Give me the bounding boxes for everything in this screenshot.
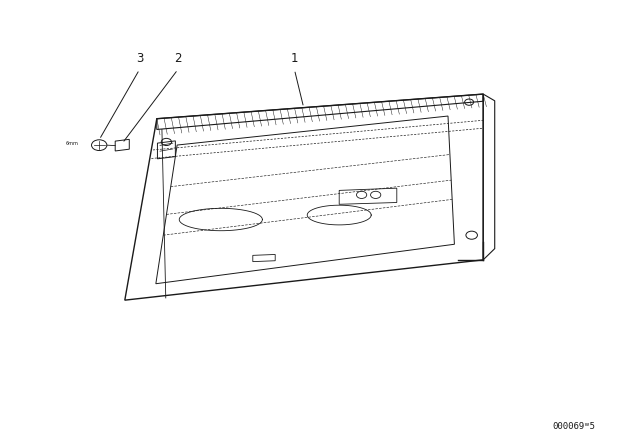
Text: 000069ʷ5: 000069ʷ5 bbox=[552, 422, 595, 431]
Text: 2: 2 bbox=[174, 52, 182, 65]
Text: 6mm: 6mm bbox=[66, 141, 79, 146]
Text: 3: 3 bbox=[136, 52, 143, 65]
Text: 1: 1 bbox=[291, 52, 298, 65]
